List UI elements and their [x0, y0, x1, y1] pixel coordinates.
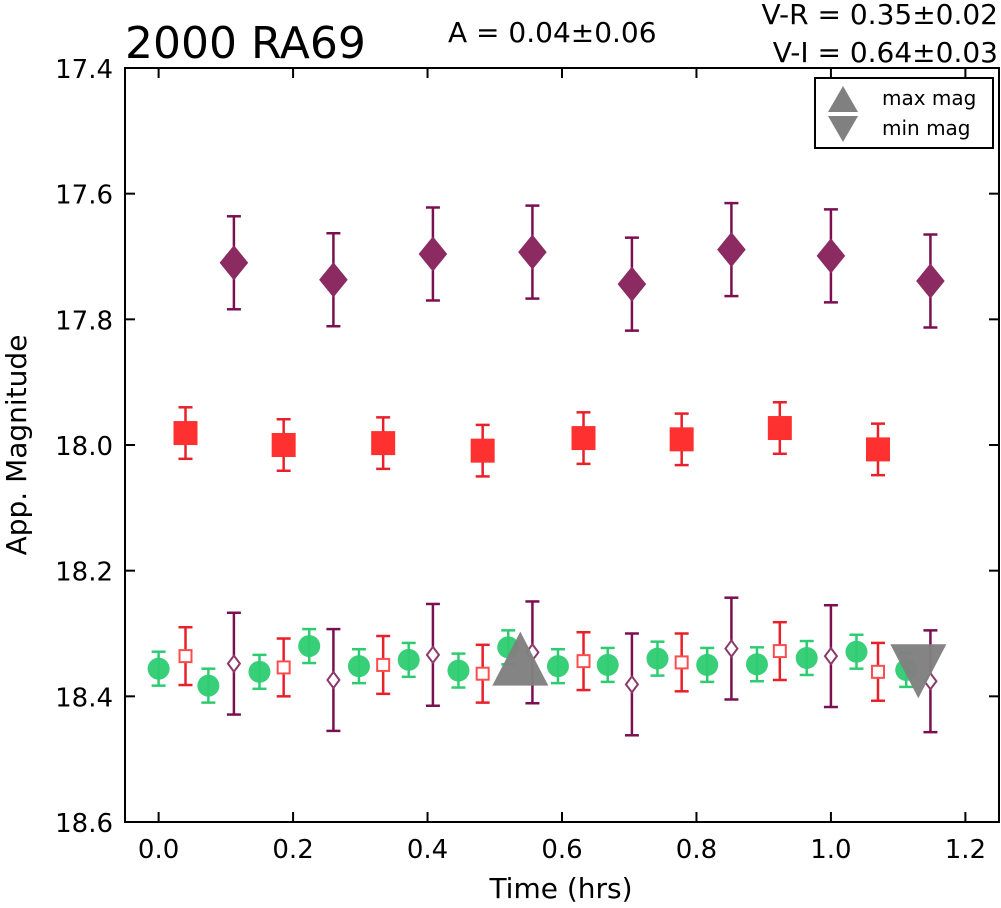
data-point-diamond [724, 638, 739, 659]
color-index-vi: V-I = 0.64±0.03 [773, 36, 998, 69]
legend: max mag min mag [814, 77, 994, 149]
data-point-square [669, 427, 694, 452]
data-point-diamond [326, 670, 341, 690]
plot-frame [124, 67, 1000, 823]
data-point-square [475, 666, 490, 681]
data-point-diamond [823, 646, 839, 666]
data-point-circle [347, 655, 370, 678]
data-point-circle [397, 648, 420, 671]
data-point-circle [596, 653, 619, 676]
x-tick-label: 1.2 [945, 835, 986, 865]
data-point-diamond [624, 674, 640, 695]
data-point-circle [197, 674, 220, 697]
data-point-square [674, 655, 689, 670]
data-point-diamond [916, 263, 945, 299]
data-point-square [173, 421, 198, 446]
data-point-circle [147, 657, 170, 680]
data-point-diamond [816, 238, 846, 274]
data-point-square [276, 660, 291, 675]
legend-min-mag-label: min mag [882, 116, 971, 140]
data-point-square [271, 433, 296, 457]
data-point-circle [745, 653, 768, 676]
data-point-square [178, 649, 193, 664]
data-point-circle [646, 647, 669, 670]
y-tick-label: 17.4 [55, 55, 113, 85]
y-tick-label: 17.8 [55, 306, 113, 336]
x-tick-label: 0.0 [138, 835, 179, 865]
color-index-vr: V-R = 0.35±0.02 [762, 0, 998, 31]
data-point-diamond [418, 236, 448, 272]
plot-marks [147, 201, 947, 737]
x-tick-label: 0.2 [272, 835, 313, 865]
y-tick-label: 18.0 [55, 432, 113, 462]
legend-max-mag-icon [828, 86, 858, 112]
data-point-diamond [617, 266, 647, 302]
y-tick-label: 18.6 [55, 809, 113, 839]
data-point-diamond [518, 234, 547, 270]
chart-title: 2000 RA69 [125, 18, 366, 69]
max-mag-triangle [492, 631, 549, 686]
data-point-square [470, 438, 495, 463]
x-tick-label: 0.8 [676, 835, 717, 865]
y-tick-label: 18.2 [55, 558, 113, 588]
min-mag-triangle [890, 644, 947, 699]
data-point-square [870, 664, 885, 679]
x-tick-label: 1.0 [810, 835, 851, 865]
data-point-circle [447, 659, 470, 682]
data-point-circle [795, 647, 818, 670]
data-point-square [576, 654, 591, 669]
data-point-square [772, 644, 787, 659]
data-point-square [376, 657, 391, 672]
data-point-diamond [425, 645, 441, 665]
amplitude-label: A = 0.04±0.06 [448, 16, 657, 49]
data-point-circle [845, 640, 868, 663]
x-axis-label: Time (hrs) [488, 872, 632, 904]
data-point-square [865, 437, 890, 462]
y-tick-label: 17.6 [55, 181, 113, 211]
y-tick-label: 18.4 [55, 683, 113, 713]
data-point-circle [546, 655, 569, 678]
data-point-circle [298, 635, 321, 658]
data-point-square [371, 431, 396, 456]
axis-ticks: 0.0 0.2 0.4 0.6 0.8 1.0 1.2 17.4 17.6 17.8 18.0 18.… [55, 55, 999, 865]
data-point-circle [248, 660, 271, 683]
data-point-diamond [226, 653, 242, 674]
legend-min-mag-icon [828, 116, 858, 142]
data-point-square [571, 426, 596, 451]
x-tick-label: 0.6 [541, 835, 582, 865]
data-point-diamond [319, 262, 348, 298]
legend-max-mag-label: max mag [882, 86, 976, 110]
y-axis-label: App. Magnitude [0, 335, 33, 556]
data-point-circle [696, 653, 719, 676]
x-tick-label: 0.4 [407, 835, 448, 865]
data-point-square [767, 416, 792, 441]
data-point-diamond [717, 232, 746, 268]
data-point-diamond [219, 245, 249, 281]
